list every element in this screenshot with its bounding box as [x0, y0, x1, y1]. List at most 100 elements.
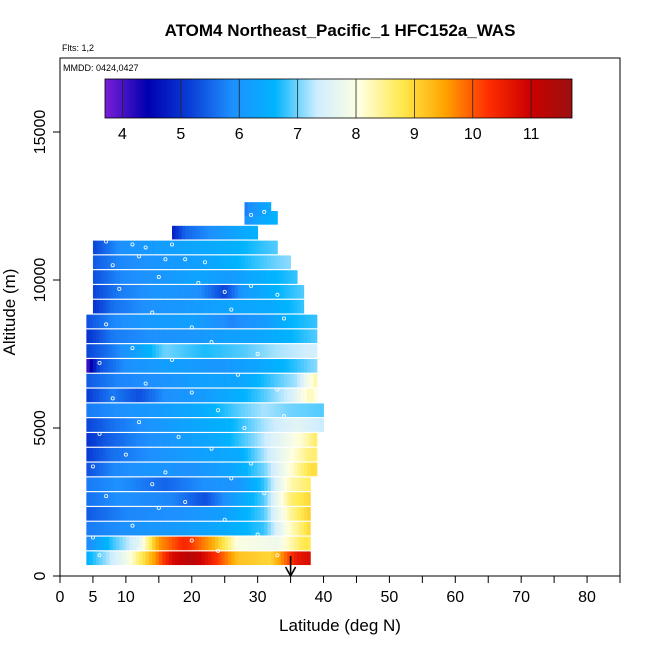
heatmap-cell — [221, 344, 226, 358]
heatmap-cell — [218, 240, 222, 255]
heatmap-cell — [148, 507, 153, 521]
heatmap-cell — [122, 521, 127, 536]
heatmap-cell — [234, 373, 239, 388]
heatmap-cell — [125, 462, 130, 477]
heatmap-cell — [86, 521, 91, 536]
sample-point — [249, 212, 254, 217]
heatmap-cell — [218, 477, 222, 492]
heatmap-cell — [251, 359, 255, 373]
heatmap-cell — [224, 240, 229, 255]
heatmap-cell — [277, 551, 282, 566]
heatmap-cell — [109, 373, 114, 388]
sample-point — [209, 340, 214, 345]
heatmap-cell — [270, 447, 275, 462]
heatmap-cell — [293, 329, 298, 344]
heatmap-cell — [152, 240, 156, 255]
heatmap-cell — [293, 477, 298, 492]
heatmap-cell — [142, 329, 147, 344]
heatmap-cell — [234, 477, 239, 492]
heatmap-cell — [237, 270, 242, 284]
sample-point — [189, 325, 194, 330]
heatmap-cell — [254, 536, 259, 551]
heatmap-cell — [116, 270, 120, 284]
heatmap-cell — [139, 240, 143, 255]
heatmap-cell — [165, 373, 170, 388]
heatmap-cell — [251, 211, 255, 225]
colorbar-tick-label: 11 — [523, 126, 540, 143]
heatmap-cell — [211, 255, 216, 270]
heatmap-cell — [191, 299, 196, 314]
heatmap-cell — [260, 403, 265, 418]
heatmap-cell — [116, 344, 120, 358]
heatmap-cell — [106, 492, 110, 506]
y-tick-label: 5000 — [32, 410, 49, 446]
heatmap-cell — [158, 477, 163, 492]
heatmap-cell — [198, 403, 203, 418]
heatmap-cell — [185, 521, 189, 536]
heatmap-cell — [152, 433, 156, 447]
heatmap-cell — [264, 211, 268, 225]
heatmap-cell — [293, 492, 298, 506]
heatmap-cell — [155, 240, 160, 255]
heatmap-cell — [204, 285, 209, 299]
heatmap-cell — [257, 447, 262, 462]
heatmap-cell — [172, 299, 176, 314]
heatmap-cell — [168, 373, 173, 388]
heatmap-cell — [310, 359, 315, 373]
heatmap-cell — [313, 329, 318, 344]
sample-point — [216, 408, 221, 413]
dates-label: MMDD: 0424,0427 — [63, 63, 139, 73]
heatmap-cell — [116, 418, 120, 432]
heatmap-cell — [129, 551, 133, 566]
heatmap-cell — [139, 270, 143, 284]
heatmap-cell — [234, 403, 239, 418]
heatmap-cell — [270, 359, 275, 373]
heatmap-cell — [119, 270, 123, 284]
heatmap-cell — [254, 285, 259, 299]
heatmap-cell — [191, 388, 196, 403]
heatmap-cell — [257, 521, 262, 536]
heatmap-cell — [112, 344, 117, 358]
heatmap-cell — [277, 359, 282, 373]
heatmap-cell — [231, 314, 235, 329]
heatmap-cell — [307, 373, 311, 388]
heatmap-cell — [264, 462, 268, 477]
heatmap-cell — [168, 477, 173, 492]
heatmap-cell — [175, 388, 179, 403]
heatmap-cell — [165, 329, 170, 344]
heatmap-cell — [155, 418, 160, 432]
heatmap-cell — [139, 462, 143, 477]
heatmap-cell — [96, 551, 100, 566]
heatmap-cell — [274, 299, 278, 314]
heatmap-cell — [139, 418, 143, 432]
heatmap-cell — [168, 433, 173, 447]
heatmap-cell — [132, 314, 137, 329]
heatmap-cell — [172, 403, 176, 418]
heatmap-cell — [241, 388, 245, 403]
heatmap-cell — [122, 270, 127, 284]
heatmap-cell — [237, 255, 242, 270]
heatmap-cell — [148, 373, 153, 388]
heatmap-cell — [165, 344, 170, 358]
heatmap-cell — [152, 418, 156, 432]
heatmap-cell — [119, 255, 123, 270]
heatmap-cell — [178, 299, 183, 314]
heatmap-cell — [112, 240, 117, 255]
heatmap-cell — [162, 329, 166, 344]
heatmap-cell — [119, 240, 123, 255]
heatmap-cell — [260, 477, 265, 492]
heatmap-cell — [290, 373, 295, 388]
heatmap-cell — [116, 329, 120, 344]
heatmap-cell — [280, 551, 285, 566]
heatmap-cell — [264, 536, 268, 551]
sample-point — [242, 425, 247, 430]
heatmap-cell — [247, 536, 252, 551]
heatmap-cell — [155, 536, 160, 551]
heatmap-cell — [300, 477, 305, 492]
heatmap-cell — [201, 344, 206, 358]
heatmap-cell — [231, 225, 235, 240]
heatmap-cell — [198, 477, 203, 492]
heatmap-cell — [129, 329, 133, 344]
heatmap-cell — [122, 285, 127, 299]
heatmap-cell — [224, 388, 229, 403]
